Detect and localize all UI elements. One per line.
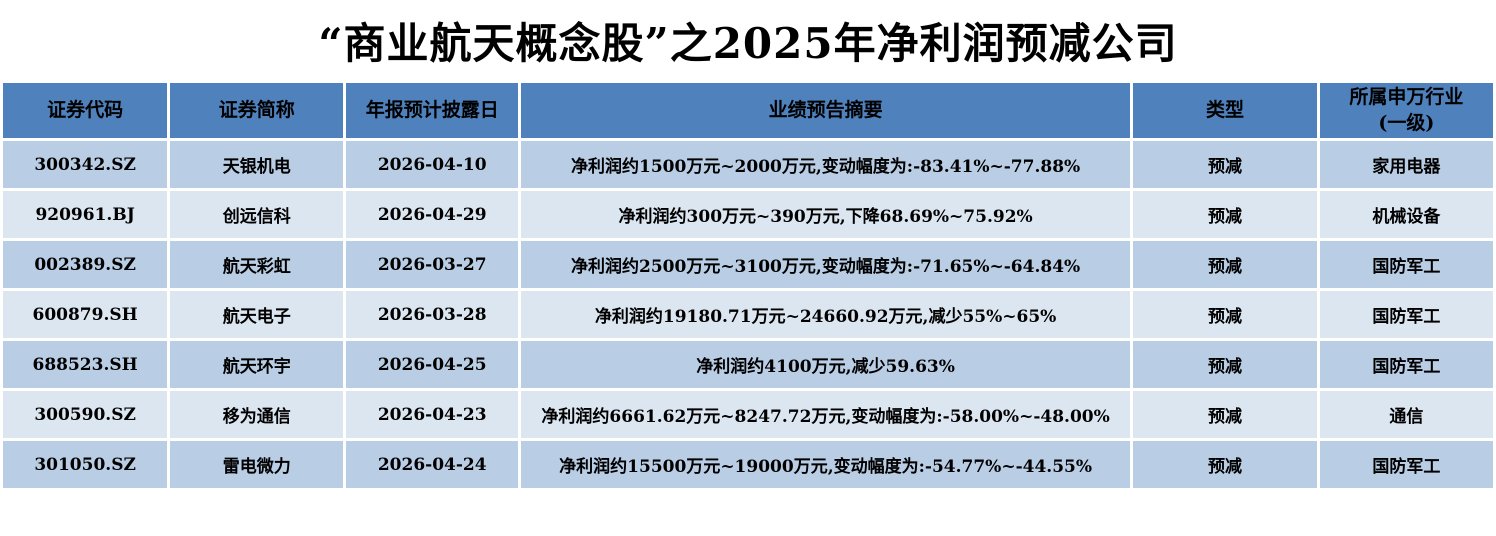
cell-industry: 国防军工 — [1316, 288, 1496, 342]
cell-industry: 国防军工 — [1316, 438, 1496, 492]
cell-date: 2026-04-25 — [343, 338, 522, 392]
cell-summary: 净利润约19180.71万元~24660.92万元,减少55%~65% — [518, 288, 1134, 342]
cell-name: 航天电子 — [167, 288, 347, 342]
cell-code: 301050.SZ — [0, 438, 171, 492]
cell-type: 预减 — [1130, 338, 1320, 392]
column-header-summary: 业绩预告摘要 — [518, 79, 1134, 142]
cell-date: 2026-03-28 — [343, 288, 522, 342]
cell-code: 600879.SH — [0, 288, 171, 342]
cell-name: 天银机电 — [167, 138, 347, 192]
cell-code: 688523.SH — [0, 338, 171, 392]
table-row: 300342.SZ 天银机电 2026-04-10 净利润约1500万元~200… — [0, 138, 1496, 192]
page-title: “商业航天概念股”之2025年净利润预减公司 — [318, 18, 1178, 68]
table-row: 002389.SZ 航天彩虹 2026-03-27 净利润约2500万元~310… — [0, 238, 1496, 292]
cell-type: 预减 — [1130, 388, 1320, 442]
cell-date: 2026-04-23 — [343, 388, 522, 442]
cell-name: 创远信科 — [167, 188, 347, 242]
cell-name: 航天彩虹 — [167, 238, 347, 292]
cell-code: 300342.SZ — [0, 138, 171, 192]
cell-name: 移为通信 — [167, 388, 347, 442]
table-row: 600879.SH 航天电子 2026-03-28 净利润约19180.71万元… — [0, 288, 1496, 342]
cell-summary: 净利润约300万元~390万元,下降68.69%~75.92% — [518, 188, 1134, 242]
column-header-industry: 所属申万行业 (一级) — [1316, 79, 1496, 142]
cell-industry: 国防军工 — [1316, 238, 1496, 292]
cell-date: 2026-03-27 — [343, 238, 522, 292]
cell-date: 2026-04-29 — [343, 188, 522, 242]
table-row: 300590.SZ 移为通信 2026-04-23 净利润约6661.62万元~… — [0, 388, 1496, 442]
cell-summary: 净利润约6661.62万元~8247.72万元,变动幅度为:-58.00%~-4… — [518, 388, 1134, 442]
cell-summary: 净利润约15500万元~19000万元,变动幅度为:-54.77%~-44.55… — [518, 438, 1134, 492]
cell-type: 预减 — [1130, 238, 1320, 292]
table-row: 301050.SZ 雷电微力 2026-04-24 净利润约15500万元~19… — [0, 438, 1496, 492]
table-header: 证券代码 证券简称 年报预计披露日 业绩预告摘要 类型 所属申万行业 (一级) — [0, 79, 1496, 142]
cell-type: 预减 — [1130, 288, 1320, 342]
table-row: 688523.SH 航天环宇 2026-04-25 净利润约4100万元,减少5… — [0, 338, 1496, 392]
header-row: 证券代码 证券简称 年报预计披露日 业绩预告摘要 类型 所属申万行业 (一级) — [0, 79, 1496, 142]
cell-industry: 国防军工 — [1316, 338, 1496, 392]
cell-name: 航天环宇 — [167, 338, 347, 392]
cell-type: 预减 — [1130, 438, 1320, 492]
column-header-type: 类型 — [1130, 79, 1320, 142]
cell-industry: 家用电器 — [1316, 138, 1496, 192]
title-bar: “商业航天概念股”之2025年净利润预减公司 — [0, 0, 1496, 80]
cell-summary: 净利润约1500万元~2000万元,变动幅度为:-83.41%~-77.88% — [518, 138, 1134, 192]
cell-code: 002389.SZ — [0, 238, 171, 292]
stock-table: 证券代码 证券简称 年报预计披露日 业绩预告摘要 类型 所属申万行业 (一级) … — [0, 79, 1496, 492]
cell-type: 预减 — [1130, 188, 1320, 242]
column-header-date: 年报预计披露日 — [343, 79, 522, 142]
cell-summary: 净利润约2500万元~3100万元,变动幅度为:-71.65%~-64.84% — [518, 238, 1134, 292]
cell-industry: 机械设备 — [1316, 188, 1496, 242]
cell-type: 预减 — [1130, 138, 1320, 192]
table-row: 920961.BJ 创远信科 2026-04-29 净利润约300万元~390万… — [0, 188, 1496, 242]
column-header-name: 证券简称 — [167, 79, 347, 142]
column-header-code: 证券代码 — [0, 79, 171, 142]
table-body: 300342.SZ 天银机电 2026-04-10 净利润约1500万元~200… — [0, 138, 1496, 492]
cell-summary: 净利润约4100万元,减少59.63% — [518, 338, 1134, 392]
cell-code: 920961.BJ — [0, 188, 171, 242]
cell-date: 2026-04-24 — [343, 438, 522, 492]
cell-name: 雷电微力 — [167, 438, 347, 492]
cell-date: 2026-04-10 — [343, 138, 522, 192]
cell-industry: 通信 — [1316, 388, 1496, 442]
cell-code: 300590.SZ — [0, 388, 171, 442]
